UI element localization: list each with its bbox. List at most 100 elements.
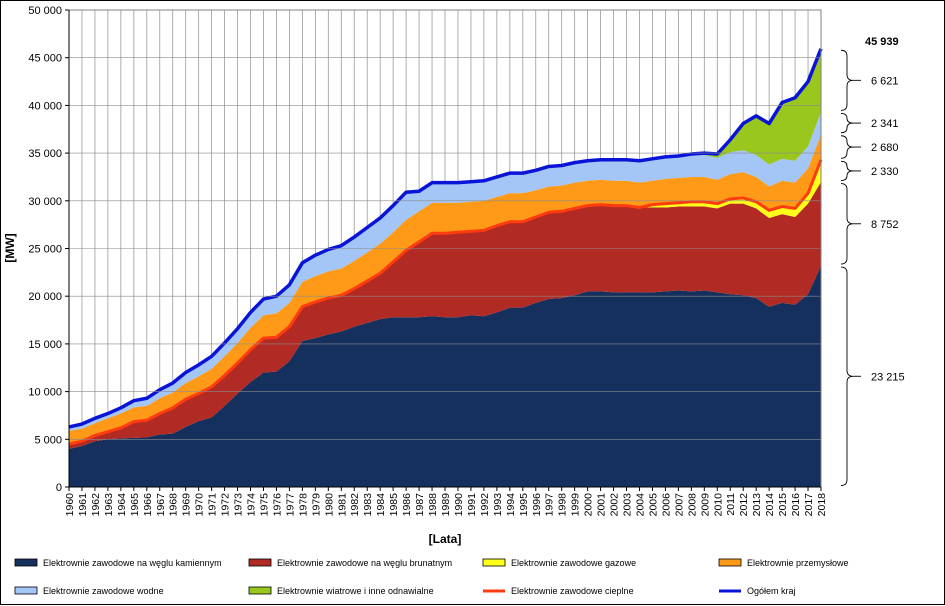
x-tick-label: 1986 bbox=[401, 493, 413, 517]
y-tick-label: 10 000 bbox=[28, 387, 62, 399]
x-tick-label: 2006 bbox=[660, 493, 672, 517]
x-tick-label: 1995 bbox=[518, 493, 530, 517]
legend-label: Elektrownie zawodowe wodne bbox=[43, 586, 164, 596]
legend-label: Elektrownie wiatrowe i inne odnawialne bbox=[277, 586, 434, 596]
x-tick-label: 2004 bbox=[634, 493, 646, 517]
annotation-value: 2 330 bbox=[871, 166, 899, 178]
x-tick-label: 2000 bbox=[583, 493, 595, 517]
area-series bbox=[69, 134, 821, 445]
legend-label: Elektrownie zawodowe na węglu kamiennym bbox=[43, 558, 222, 568]
x-tick-label: 1969 bbox=[181, 493, 193, 517]
x-axis: 1960 1961 1962 1963 1964 1965 1966 1967 1968 1969… bbox=[64, 487, 828, 516]
x-tick-label: 2013 bbox=[751, 493, 763, 517]
x-tick-label: 1963 bbox=[103, 493, 115, 517]
x-tick-label: 1974 bbox=[246, 493, 258, 517]
legend-swatch bbox=[718, 558, 742, 567]
x-tick-label: 1991 bbox=[466, 493, 478, 517]
area-series bbox=[69, 265, 821, 487]
y-tick-label: 30 000 bbox=[28, 196, 62, 208]
y-tick-label: 5 000 bbox=[34, 434, 62, 446]
x-tick-label: 1998 bbox=[557, 493, 569, 517]
x-tick-label: 1970 bbox=[194, 493, 206, 517]
x-tick-label: 1983 bbox=[362, 493, 374, 517]
annotations: 6 621 2 341 2 680 2 330 8 752 23 215 45 939 bbox=[840, 36, 905, 486]
annotation-value: 2 341 bbox=[871, 118, 899, 130]
x-tick-label: 2018 bbox=[816, 493, 828, 517]
annotation-brace bbox=[840, 160, 854, 181]
legend-swatch bbox=[14, 558, 38, 567]
x-tick-label: 1972 bbox=[220, 493, 232, 517]
x-tick-label: 1981 bbox=[336, 493, 348, 517]
y-axis: 0 5 000 10 000 15 000 20 000 25 000 30 000 35 0… bbox=[28, 5, 821, 494]
x-tick-label: 1985 bbox=[388, 493, 400, 517]
y-tick-label: 15 000 bbox=[28, 339, 62, 351]
annotation-brace bbox=[840, 49, 854, 111]
x-tick-label: 1962 bbox=[90, 493, 102, 517]
x-tick-label: 1973 bbox=[233, 493, 245, 517]
legend: Elektrownie zawodowe na węglu kamiennym E… bbox=[14, 558, 849, 596]
annotation-value: 23 215 bbox=[871, 371, 905, 383]
x-tick-label: 1967 bbox=[155, 493, 167, 517]
annotation-brace bbox=[840, 135, 854, 159]
x-tick-label: 2011 bbox=[725, 493, 737, 516]
legend-label: Elektrownie przemysłowe bbox=[747, 558, 849, 568]
x-tick-label: 2012 bbox=[738, 493, 750, 517]
x-tick-label: 2014 bbox=[764, 493, 776, 517]
legend-swatch bbox=[248, 558, 272, 567]
x-tick-label: 1990 bbox=[453, 493, 465, 517]
x-tick-label: 2007 bbox=[673, 493, 685, 517]
x-tick-label: 1961 bbox=[77, 493, 89, 517]
x-tick-label: 2015 bbox=[777, 493, 789, 517]
x-axis-title: [Lata] bbox=[429, 532, 462, 546]
x-tick-label: 1993 bbox=[492, 493, 504, 517]
line-cieplne bbox=[68, 159, 823, 446]
y-tick-label: 45 000 bbox=[28, 53, 62, 65]
x-tick-label: 1975 bbox=[258, 493, 270, 517]
x-tick-label: 1989 bbox=[440, 493, 452, 517]
x-tick-label: 1992 bbox=[479, 493, 491, 517]
x-tick-label: 2003 bbox=[622, 493, 634, 517]
x-tick-label: 1980 bbox=[323, 493, 335, 517]
line-ogolem bbox=[68, 48, 823, 429]
legend-label: Elektrownie zawodowe cieplne bbox=[511, 586, 634, 596]
y-tick-label: 40 000 bbox=[28, 100, 62, 112]
y-tick-label: 35 000 bbox=[28, 148, 62, 160]
x-tick-label: 1976 bbox=[271, 493, 283, 517]
y-tick-label: 20 000 bbox=[28, 291, 62, 303]
x-tick-label: 1999 bbox=[570, 493, 582, 517]
x-tick-label: 1996 bbox=[531, 493, 543, 517]
legend-swatch bbox=[482, 558, 506, 567]
x-tick-label: 1968 bbox=[168, 493, 180, 517]
x-tick-label: 1971 bbox=[207, 493, 219, 517]
legend-swatch bbox=[248, 586, 272, 595]
x-tick-label: 1978 bbox=[297, 493, 309, 517]
x-tick-label: 1987 bbox=[414, 493, 426, 517]
x-tick-label: 2001 bbox=[596, 493, 608, 517]
x-tick-label: 1984 bbox=[375, 493, 387, 517]
x-tick-label: 2002 bbox=[609, 493, 621, 517]
x-tick-label: 1988 bbox=[427, 493, 439, 517]
x-tick-label: 1964 bbox=[116, 493, 128, 517]
x-tick-label: 1977 bbox=[284, 493, 296, 517]
y-tick-label: 50 000 bbox=[28, 5, 62, 17]
x-tick-label: 1965 bbox=[129, 493, 141, 517]
x-tick-label: 2009 bbox=[699, 493, 711, 517]
x-tick-label: 1994 bbox=[505, 493, 517, 517]
y-axis-title: [MW] bbox=[3, 233, 17, 262]
legend-swatch bbox=[14, 586, 38, 595]
annotation-brace bbox=[840, 183, 854, 265]
legend-label: Elektrownie zawodowe gazowe bbox=[511, 558, 636, 568]
annotation-brace bbox=[840, 266, 854, 486]
annotation-total: 45 939 bbox=[865, 36, 899, 48]
x-tick-label: 2005 bbox=[647, 493, 659, 517]
x-tick-label: 2010 bbox=[712, 493, 724, 517]
annotation-value: 2 680 bbox=[871, 142, 899, 154]
x-tick-label: 2008 bbox=[686, 493, 698, 517]
annotation-value: 8 752 bbox=[871, 219, 899, 231]
x-tick-label: 1966 bbox=[142, 493, 154, 517]
annotation-brace bbox=[840, 112, 854, 134]
y-tick-label: 0 bbox=[56, 482, 62, 494]
annotation-value: 6 621 bbox=[871, 75, 899, 87]
